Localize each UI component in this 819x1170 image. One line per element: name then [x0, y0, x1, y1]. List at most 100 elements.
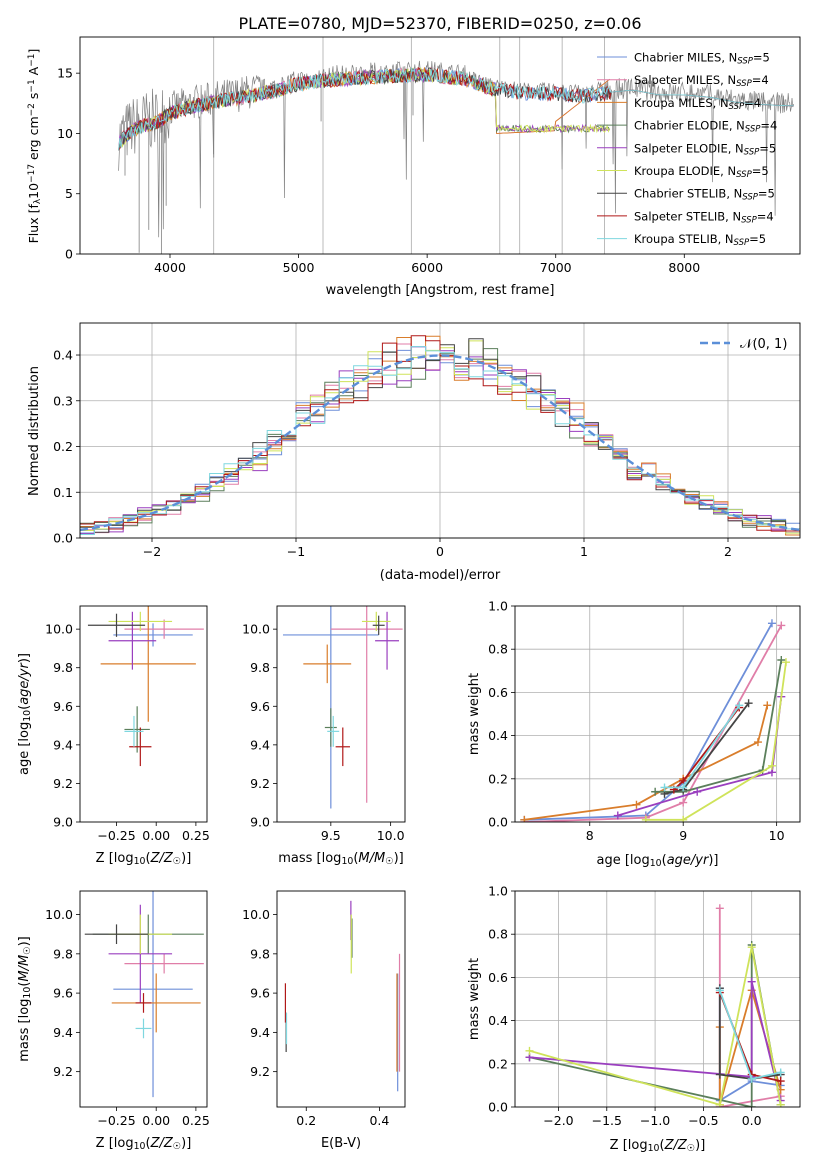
label-part: Chabrier STELIB, N: [634, 187, 742, 201]
y-axis-label: mass weight: [467, 673, 482, 755]
x-tick-label: 0: [436, 544, 444, 559]
label-part: =4: [760, 119, 777, 133]
weight-marker: [747, 943, 756, 952]
weight-line: [529, 947, 782, 1106]
x-tick-label: 4000: [154, 260, 186, 275]
x-tick-label: −2: [143, 544, 161, 559]
label-part: )]: [708, 853, 718, 868]
y-tick-label: 1.0: [488, 599, 508, 614]
y-tick-label: 0.3: [53, 393, 73, 408]
error-marker: [372, 615, 385, 635]
error-marker: [335, 727, 350, 767]
y-tick-label: 10.0: [45, 622, 73, 637]
label-part: 10: [26, 183, 41, 199]
label-part: =5: [749, 232, 766, 246]
label-part: 10: [650, 858, 662, 869]
weight-line: [664, 704, 741, 789]
label-part: =4: [752, 73, 769, 87]
weight-marker: [525, 1046, 534, 1055]
y-tick-label: 9.0: [250, 815, 270, 830]
x-axis-label: wavelength [Angstrom, rest frame]: [326, 283, 555, 298]
label-part: ☉: [22, 946, 33, 954]
label-part: Salpeter ELODIE, N: [634, 141, 744, 155]
label-part: =4: [744, 96, 761, 110]
x-tick-label: 0.25: [182, 828, 210, 843]
y-tick-label: 0.2: [53, 439, 73, 454]
x-axis-label: Z [log10(Z/Z☉)]: [96, 1136, 192, 1152]
weight-marker: [777, 621, 786, 630]
weight-marker: [776, 1077, 785, 1086]
plot-area: [520, 619, 790, 822]
weight-line: [718, 908, 781, 1107]
axes-age-vs-mass: 9.5 10.0 9.0 9.2 9.4 9.6 9.8 10.0: [242, 605, 406, 843]
label-part: A: [26, 66, 41, 79]
y-tick-label: 9.6: [250, 986, 270, 1001]
weight-line: [645, 662, 787, 821]
error-marker: [87, 613, 146, 637]
y-tick-label: 5: [65, 186, 73, 201]
label-part: SSP: [744, 148, 760, 158]
error-marker: [111, 973, 201, 1033]
weight-line: [524, 622, 773, 821]
x-tick-label: −2.0: [543, 1113, 573, 1128]
label-part: ☉: [173, 1141, 181, 1152]
y-tick-label: 0.2: [488, 771, 508, 786]
label-part: =5: [758, 187, 775, 201]
figure-title: PLATE=0780, MJD=52370, FIBERID=0250, z=0…: [238, 14, 641, 33]
label-part: 10: [648, 1143, 660, 1154]
error-marker: [324, 708, 337, 747]
axes-weight-vs-Z: −2.0 −1.5 −1.0 −0.5 0.0 0.0 0.2 0.4 0.6 0.8 1.0: [488, 884, 801, 1128]
label-part: =5: [752, 164, 769, 178]
label-part: SSP: [729, 102, 745, 112]
legend-label: Kroupa ELODIE, NSSP=5: [634, 164, 769, 180]
label-part: M/M: [358, 851, 385, 866]
label-part: Kroupa MILES, N: [634, 96, 729, 110]
weight-marker: [776, 1068, 785, 1077]
axes-residuals: −2 −1 0 1 2 0.0 0.1 0.2 0.3 0.4 𝒩(0, 1): [53, 322, 801, 559]
legend-label: 𝒩(0, 1): [740, 337, 787, 352]
error-marker: [108, 611, 157, 670]
label-part: )]: [695, 1138, 705, 1153]
label-part: )]: [394, 851, 404, 866]
legend-label: Salpeter STELIB, NSSP=4: [634, 209, 774, 225]
x-tick-label: 0.00: [142, 828, 170, 843]
weight-marker: [767, 619, 776, 628]
y-tick-label: 9.4: [53, 737, 73, 752]
label-part: mass [log: [278, 851, 341, 866]
weight-line: [524, 624, 783, 822]
x-tick-label: 10: [769, 828, 785, 843]
plot-area: [282, 606, 403, 809]
weight-marker: [715, 904, 724, 913]
label-part: SSP: [737, 57, 753, 67]
label-part: Salpeter MILES, N: [634, 73, 736, 87]
label-part: erg cm: [26, 116, 41, 164]
label-part: Z [log: [96, 851, 134, 866]
label-part: Kroupa ELODIE, N: [634, 164, 736, 178]
label-part: ☉: [687, 1143, 695, 1154]
y-tick-label: 0.6: [488, 970, 508, 985]
x-tick-label: −0.5: [688, 1113, 718, 1128]
label-part: =5: [753, 51, 770, 65]
y-axis-label: Normed distribution: [27, 366, 42, 496]
weight-line: [524, 705, 769, 821]
label-part: −17: [27, 164, 37, 183]
weight-marker: [753, 738, 762, 747]
error-marker: [84, 924, 149, 945]
error-marker: [135, 1018, 152, 1039]
y-tick-label: 0.0: [488, 815, 508, 830]
y-tick-label: 0.0: [53, 531, 73, 546]
y-tick-label: 0.8: [488, 642, 508, 657]
residual-histogram: [80, 346, 800, 535]
axes-frame: [514, 890, 801, 1108]
error-marker: [124, 715, 144, 747]
x-axis-label: age [log10(age/yr)]: [596, 853, 718, 869]
axes-mass-vs-Z: −0.25 0.00 0.25 9.2 9.4 9.6 9.8 10.0: [45, 890, 210, 1128]
axes-frame: [79, 605, 208, 823]
error-marker: [327, 715, 340, 747]
label-part: SSP: [736, 170, 752, 180]
legend-label: Chabrier MILES, NSSP=5: [634, 51, 770, 67]
y-tick-label: 0.0: [488, 1100, 508, 1115]
error-marker: [113, 623, 193, 647]
